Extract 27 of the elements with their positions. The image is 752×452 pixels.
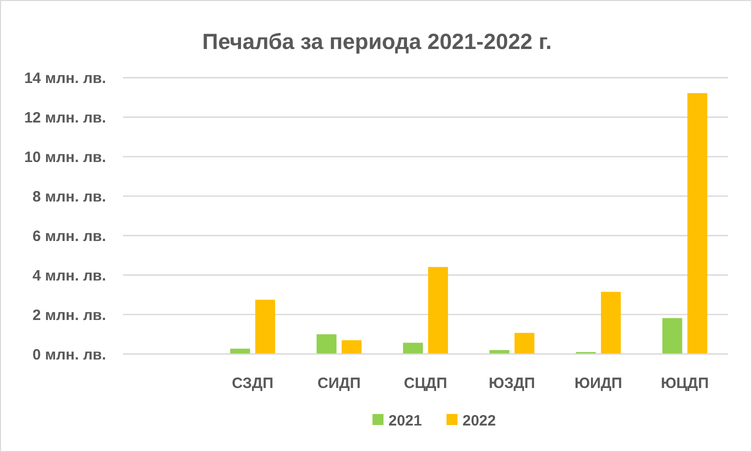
bar <box>514 332 534 354</box>
x-tick-label: ЮЦДП <box>660 375 709 392</box>
x-tick-label: СИДП <box>318 375 361 392</box>
bar <box>316 334 336 354</box>
x-tick-label: ЮИДП <box>574 375 622 392</box>
y-tick-label: 14 млн. лв. <box>24 70 106 87</box>
legend-label: 2021 <box>388 412 422 430</box>
bar <box>255 300 276 354</box>
x-tick-label: ЮЗДП <box>488 375 536 392</box>
y-tick-label: 10 млн. лв. <box>24 148 106 166</box>
chart-title: Печалба за периода 2021-2022 г. <box>202 29 552 54</box>
y-tick-label: 2 млн. лв. <box>32 306 106 324</box>
y-tick-label: 0 млн. лв. <box>32 346 106 364</box>
bar <box>428 266 448 354</box>
y-tick-label: 12 млн. лв. <box>24 109 106 126</box>
y-tick-label: 4 млн. лв. <box>32 267 106 284</box>
bar <box>687 93 708 354</box>
bar <box>600 292 621 354</box>
y-tick-label: 6 млн. лв. <box>32 228 106 245</box>
x-tick-label: СЦДП <box>404 375 448 392</box>
bar <box>403 342 423 354</box>
legend-label: 2022 <box>462 412 496 430</box>
y-tick-label: 8 млн. лв. <box>32 188 106 206</box>
x-tick-label: СЗДП <box>232 375 274 392</box>
bar <box>662 318 682 354</box>
bar <box>342 340 362 354</box>
bar <box>230 348 250 354</box>
